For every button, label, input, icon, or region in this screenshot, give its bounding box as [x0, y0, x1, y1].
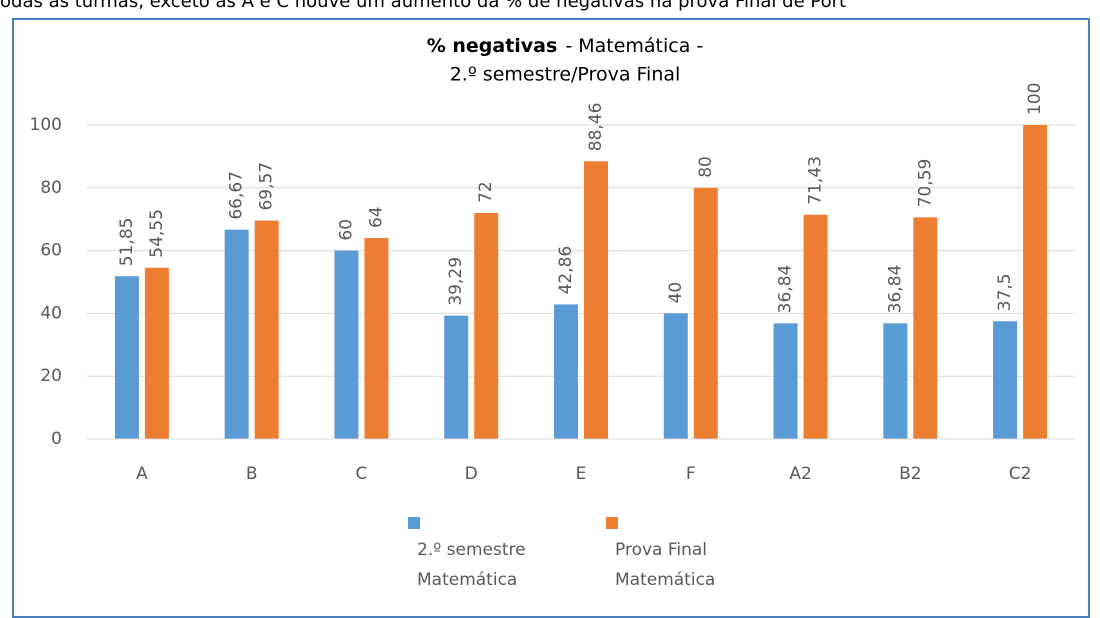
legend-label: 2.º semestre Matemática [417, 540, 526, 590]
title-bold: % negativas [427, 35, 558, 57]
bar [474, 212, 499, 439]
chart-title: % negativas - Matemática - [427, 35, 704, 57]
legend-label: Prova Final Matemática [615, 540, 716, 590]
data-label: 66,67 [227, 171, 247, 220]
bar [693, 187, 718, 439]
bar [584, 161, 608, 439]
data-label: 40 [666, 282, 686, 304]
x-tick-label: B [246, 464, 258, 484]
bar [144, 267, 169, 439]
data-label: 39,29 [446, 257, 466, 306]
x-tick-label: C2 [1009, 464, 1032, 484]
bar [883, 323, 908, 439]
data-label: 60 [336, 219, 356, 241]
bar [554, 304, 578, 439]
data-label: 54,55 [147, 209, 167, 258]
y-tick-label: 100 [30, 115, 62, 135]
bar [334, 250, 359, 439]
data-label: 37,5 [995, 273, 1015, 311]
bar [803, 214, 828, 439]
bar [444, 315, 469, 439]
x-tick-label: E [576, 464, 587, 484]
bar [1023, 125, 1048, 439]
data-label: 70,59 [915, 159, 935, 208]
x-tick-label: D [465, 464, 478, 484]
bar [993, 321, 1018, 439]
bar [663, 313, 688, 439]
data-label: 64 [366, 206, 386, 228]
chart-title-line2: 2.º semestre/Prova Final [450, 64, 681, 86]
data-label: 36,84 [885, 265, 905, 314]
data-label: 80 [696, 156, 716, 178]
bar [364, 238, 389, 439]
x-tick-label: C [356, 464, 368, 484]
data-label: 69,57 [257, 162, 277, 211]
y-tick-label: 40 [40, 303, 62, 323]
y-tick-label: 20 [40, 366, 62, 386]
y-tick-label: 80 [40, 178, 62, 198]
data-label: 51,85 [117, 218, 137, 267]
x-tick-label: A2 [789, 464, 811, 484]
x-tick-label: B2 [899, 464, 921, 484]
data-label: 88,46 [586, 103, 606, 152]
legend-swatch [606, 517, 618, 529]
bar [773, 323, 798, 439]
data-label: 72 [476, 181, 496, 203]
data-label: 36,84 [776, 265, 796, 314]
data-label: 71,43 [806, 156, 826, 205]
legend-swatch [408, 517, 420, 529]
x-tick-label: A [136, 464, 148, 484]
x-tick-label: F [686, 464, 696, 484]
data-label: 100 [1025, 83, 1045, 115]
y-tick-label: 60 [40, 241, 62, 261]
bar [114, 276, 139, 439]
bar [224, 229, 249, 439]
bar [913, 217, 938, 439]
y-tick-label: 0 [51, 429, 62, 449]
data-label: 42,86 [556, 246, 576, 295]
caption: odas as turmas, exceto as A e C houve um… [0, 0, 847, 12]
bar [254, 220, 279, 439]
title-rest: - Matemática - [565, 35, 703, 57]
